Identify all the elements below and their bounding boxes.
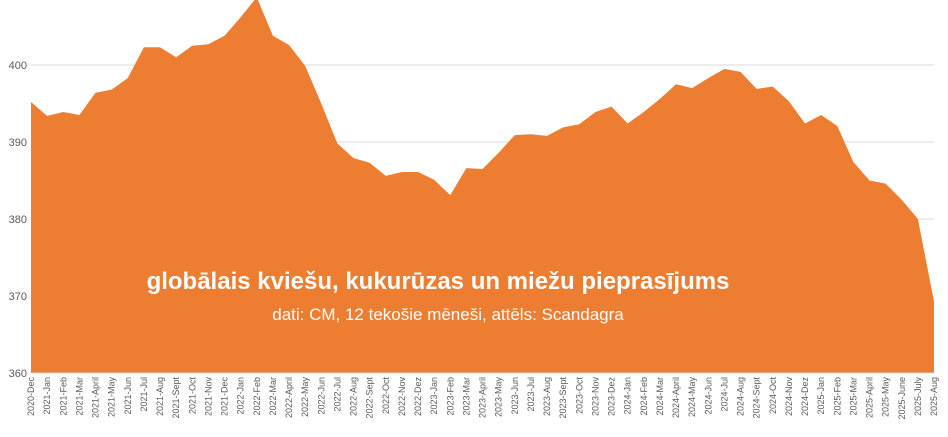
x-tick-label: 2022-Feb — [252, 377, 262, 416]
x-tick-label: 2022-May — [300, 377, 310, 418]
x-tick-label: 2023-Mar — [461, 377, 471, 416]
x-tick-label: 2024-Nov — [784, 377, 794, 417]
x-axis: 2020-Dec 2021-Jan 2021-Feb 2021-Mar 2021-Apr… — [26, 372, 939, 420]
x-tick-label: 2023-Feb — [445, 377, 455, 416]
x-tick-label: 2021-Dec — [220, 377, 230, 417]
x-tick-label: 2023-Oct — [574, 377, 584, 415]
y-tick-label: 390 — [9, 137, 27, 149]
demand-area — [31, 0, 934, 373]
y-tick-label: 370 — [9, 291, 27, 303]
x-tick-label: 2025-July — [913, 377, 923, 417]
x-tick-label: 2022-April — [284, 377, 294, 418]
x-tick-label: 2021-Sept — [171, 377, 181, 419]
x-tick-label: 2025-Jan — [816, 377, 826, 415]
x-tick-label: 2022-Aug — [349, 377, 359, 416]
x-tick-label: 2020-Dec — [26, 377, 36, 417]
x-tick-label: 2022-Jul — [332, 377, 342, 412]
x-tick-label: 2025-May — [881, 377, 891, 418]
x-tick-label: 2021-Mar — [74, 377, 84, 416]
x-tick-label: 2024-Mar — [655, 377, 665, 416]
x-tick-label: 2022-Dez — [413, 377, 423, 417]
x-tick-label: 2024-Jan — [623, 377, 633, 415]
x-tick-label: 2024-Oct — [768, 377, 778, 415]
x-tick-label: 2021-May — [107, 377, 117, 418]
x-tick-label: 2023-Nov — [590, 377, 600, 417]
x-tick-label: 2025-Aug — [929, 377, 939, 416]
x-tick-label: 2022-Mar — [268, 377, 278, 416]
x-tick-label: 2023-Aug — [542, 377, 552, 416]
chart-title: globālais kviešu, kukurūzas un miežu pie… — [147, 268, 730, 295]
x-tick-label: 2024-April — [671, 377, 681, 418]
x-tick-label: 2023-Dez — [607, 377, 617, 417]
y-tick-label: 360 — [9, 368, 27, 380]
x-tick-label: 2021-April — [91, 377, 101, 418]
x-tick-label: 2021-Feb — [58, 377, 68, 416]
x-tick-label: 2024-Jun — [703, 377, 713, 415]
x-tick-label: 2023-Jan — [429, 377, 439, 415]
x-tick-label: 2023-April — [478, 377, 488, 418]
y-axis: 360 370 380 390 400 — [9, 60, 27, 380]
y-tick-label: 380 — [9, 214, 27, 226]
x-tick-label: 2025-Feb — [832, 377, 842, 416]
x-tick-label: 2021-Oct — [187, 377, 197, 415]
x-tick-label: 2024-Feb — [639, 377, 649, 416]
x-tick-label: 2022-Oct — [381, 377, 391, 415]
x-tick-label: 2025-April — [865, 377, 875, 418]
x-tick-label: 2023-May — [494, 377, 504, 418]
x-tick-label: 2024-Dez — [800, 377, 810, 417]
x-tick-label: 2023-Sept — [558, 377, 568, 419]
x-tick-label: 2021-Aug — [155, 377, 165, 416]
x-tick-label: 2021-Jun — [123, 377, 133, 415]
x-tick-label: 2022-Jun — [316, 377, 326, 415]
x-tick-label: 2023-Jun — [510, 377, 520, 415]
x-tick-label: 2025-Mar — [848, 377, 858, 416]
x-tick-label: 2025-June — [897, 377, 907, 420]
y-tick-label: 400 — [9, 60, 27, 72]
x-tick-label: 2024-Aug — [736, 377, 746, 416]
chart-subtitle: dati: CM, 12 tekošie mēneši, attēls: Sca… — [272, 305, 624, 324]
x-tick-label: 2022-Jan — [236, 377, 246, 415]
x-tick-label: 2023-Jul — [526, 377, 536, 412]
x-tick-label: 2022-Nov — [397, 377, 407, 417]
x-tick-label: 2024-May — [687, 377, 697, 418]
x-tick-label: 2024-Sept — [752, 377, 762, 419]
x-tick-label: 2021-Jan — [42, 377, 52, 415]
x-tick-label: 2021-Nov — [203, 377, 213, 417]
x-tick-label: 2022-Sept — [365, 377, 375, 419]
x-tick-label: 2021-Jul — [139, 377, 149, 412]
x-tick-label: 2024-Jul — [719, 377, 729, 412]
